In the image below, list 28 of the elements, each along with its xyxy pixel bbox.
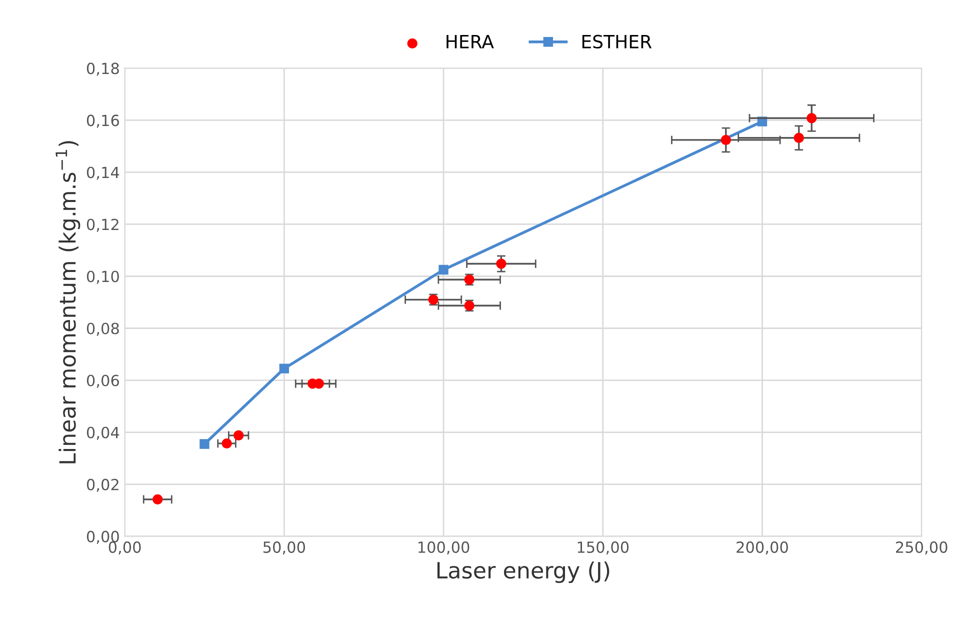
y-tick-label: 0,02 — [86, 478, 118, 492]
point — [794, 132, 804, 143]
point — [233, 430, 244, 440]
point — [152, 494, 163, 504]
point — [279, 364, 290, 374]
y-tick-label: 0,04 — [86, 426, 120, 440]
y-tick-label: 0,12 — [86, 218, 118, 232]
point — [806, 113, 817, 124]
point — [720, 134, 731, 146]
point — [496, 258, 506, 269]
x-tick-label: 100,00 — [418, 541, 470, 555]
x-axis-title: Laser energy (J) — [437, 562, 610, 584]
x-tick-label: 50,00 — [263, 541, 306, 555]
y-tick-label: 0,18 — [86, 62, 119, 76]
legend-label: HERA — [446, 35, 494, 48]
x-tick-label: 200,00 — [736, 541, 788, 555]
point — [200, 439, 210, 449]
y-axis-title: Linear momentum (kg.m.s$^{−1}$) — [56, 141, 80, 464]
x-tick-label: 150,00 — [578, 541, 629, 555]
point — [222, 438, 232, 449]
y-tick-label: 0,08 — [86, 322, 119, 336]
legend-label: ESTHER — [582, 34, 652, 48]
point — [438, 264, 448, 275]
x-tick-label: 250,00 — [896, 541, 948, 555]
y-tick-label: 0,10 — [86, 270, 119, 284]
y-tick-label: 0,14 — [86, 166, 120, 180]
y-tick-label: 0,16 — [86, 114, 119, 128]
y-tick-label: 0,06 — [86, 374, 119, 388]
